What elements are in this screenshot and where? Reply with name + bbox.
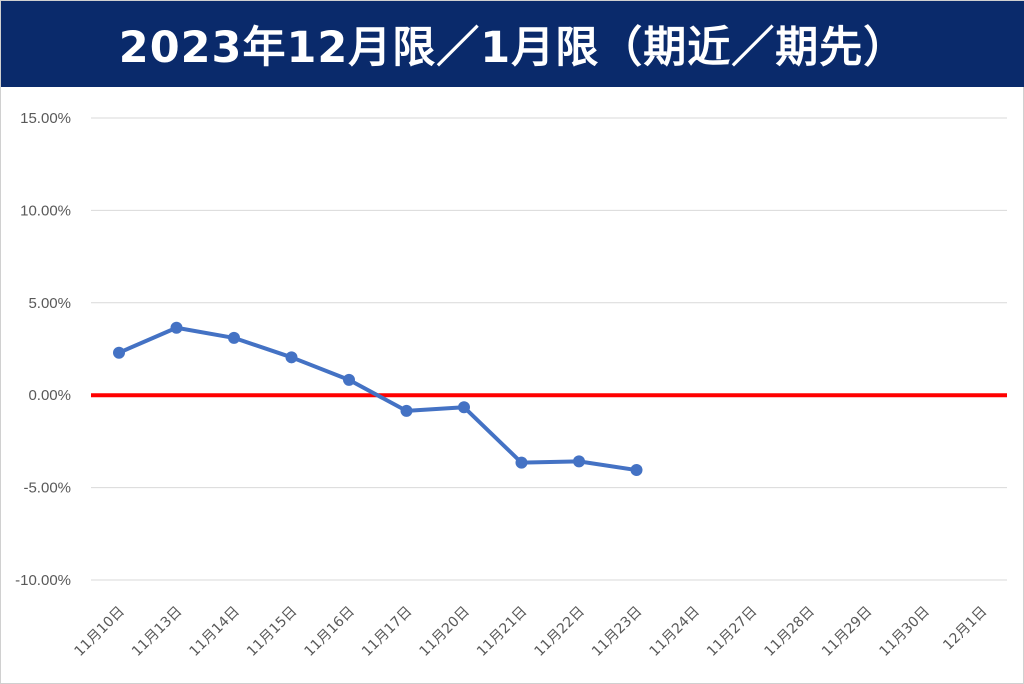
data-point	[515, 456, 528, 469]
x-tick-label: 11月20日	[417, 604, 473, 660]
data-point	[285, 351, 298, 364]
x-tick-label: 11月13日	[129, 604, 185, 660]
x-tick-label: 11月15日	[244, 604, 300, 660]
data-point	[458, 401, 470, 414]
x-tick-label: 11月16日	[302, 604, 358, 660]
data-point	[630, 464, 643, 477]
data-point	[573, 455, 585, 468]
y-tick-label: 15.00%	[20, 110, 71, 127]
chart-title: 2023年12月限／1月限（期近／期先）	[118, 23, 908, 73]
x-tick-label: 11月10日	[72, 604, 128, 660]
y-tick-label: 0.00%	[28, 387, 71, 404]
data-point	[400, 404, 413, 417]
x-tick-label: 11月22日	[532, 604, 588, 660]
y-tick-label: -10.00%	[15, 572, 71, 589]
data-point	[228, 331, 240, 344]
y-tick-label: 10.00%	[20, 202, 71, 219]
x-tick-label: 11月17日	[359, 604, 415, 660]
y-tick-label: 5.00%	[28, 295, 71, 312]
x-tick-label: 11月23日	[589, 604, 645, 660]
data-point	[343, 373, 355, 386]
x-tick-label: 11月24日	[647, 604, 703, 660]
data-point	[113, 346, 125, 359]
x-tick-label: 11月29日	[819, 604, 875, 660]
x-tick-label: 12月1日	[940, 604, 990, 654]
x-tick-label: 11月27日	[704, 604, 760, 660]
data-point	[170, 321, 183, 334]
x-tick-label: 11月14日	[187, 604, 243, 660]
x-tick-label: 11月30日	[877, 604, 933, 660]
x-tick-label: 11月21日	[474, 604, 530, 660]
y-tick-label: -5.00%	[23, 480, 71, 497]
x-tick-label: 11月28日	[762, 604, 818, 660]
title-bar: 2023年12月限／1月限（期近／期先）	[1, 1, 1024, 87]
series-line	[117, 325, 639, 473]
